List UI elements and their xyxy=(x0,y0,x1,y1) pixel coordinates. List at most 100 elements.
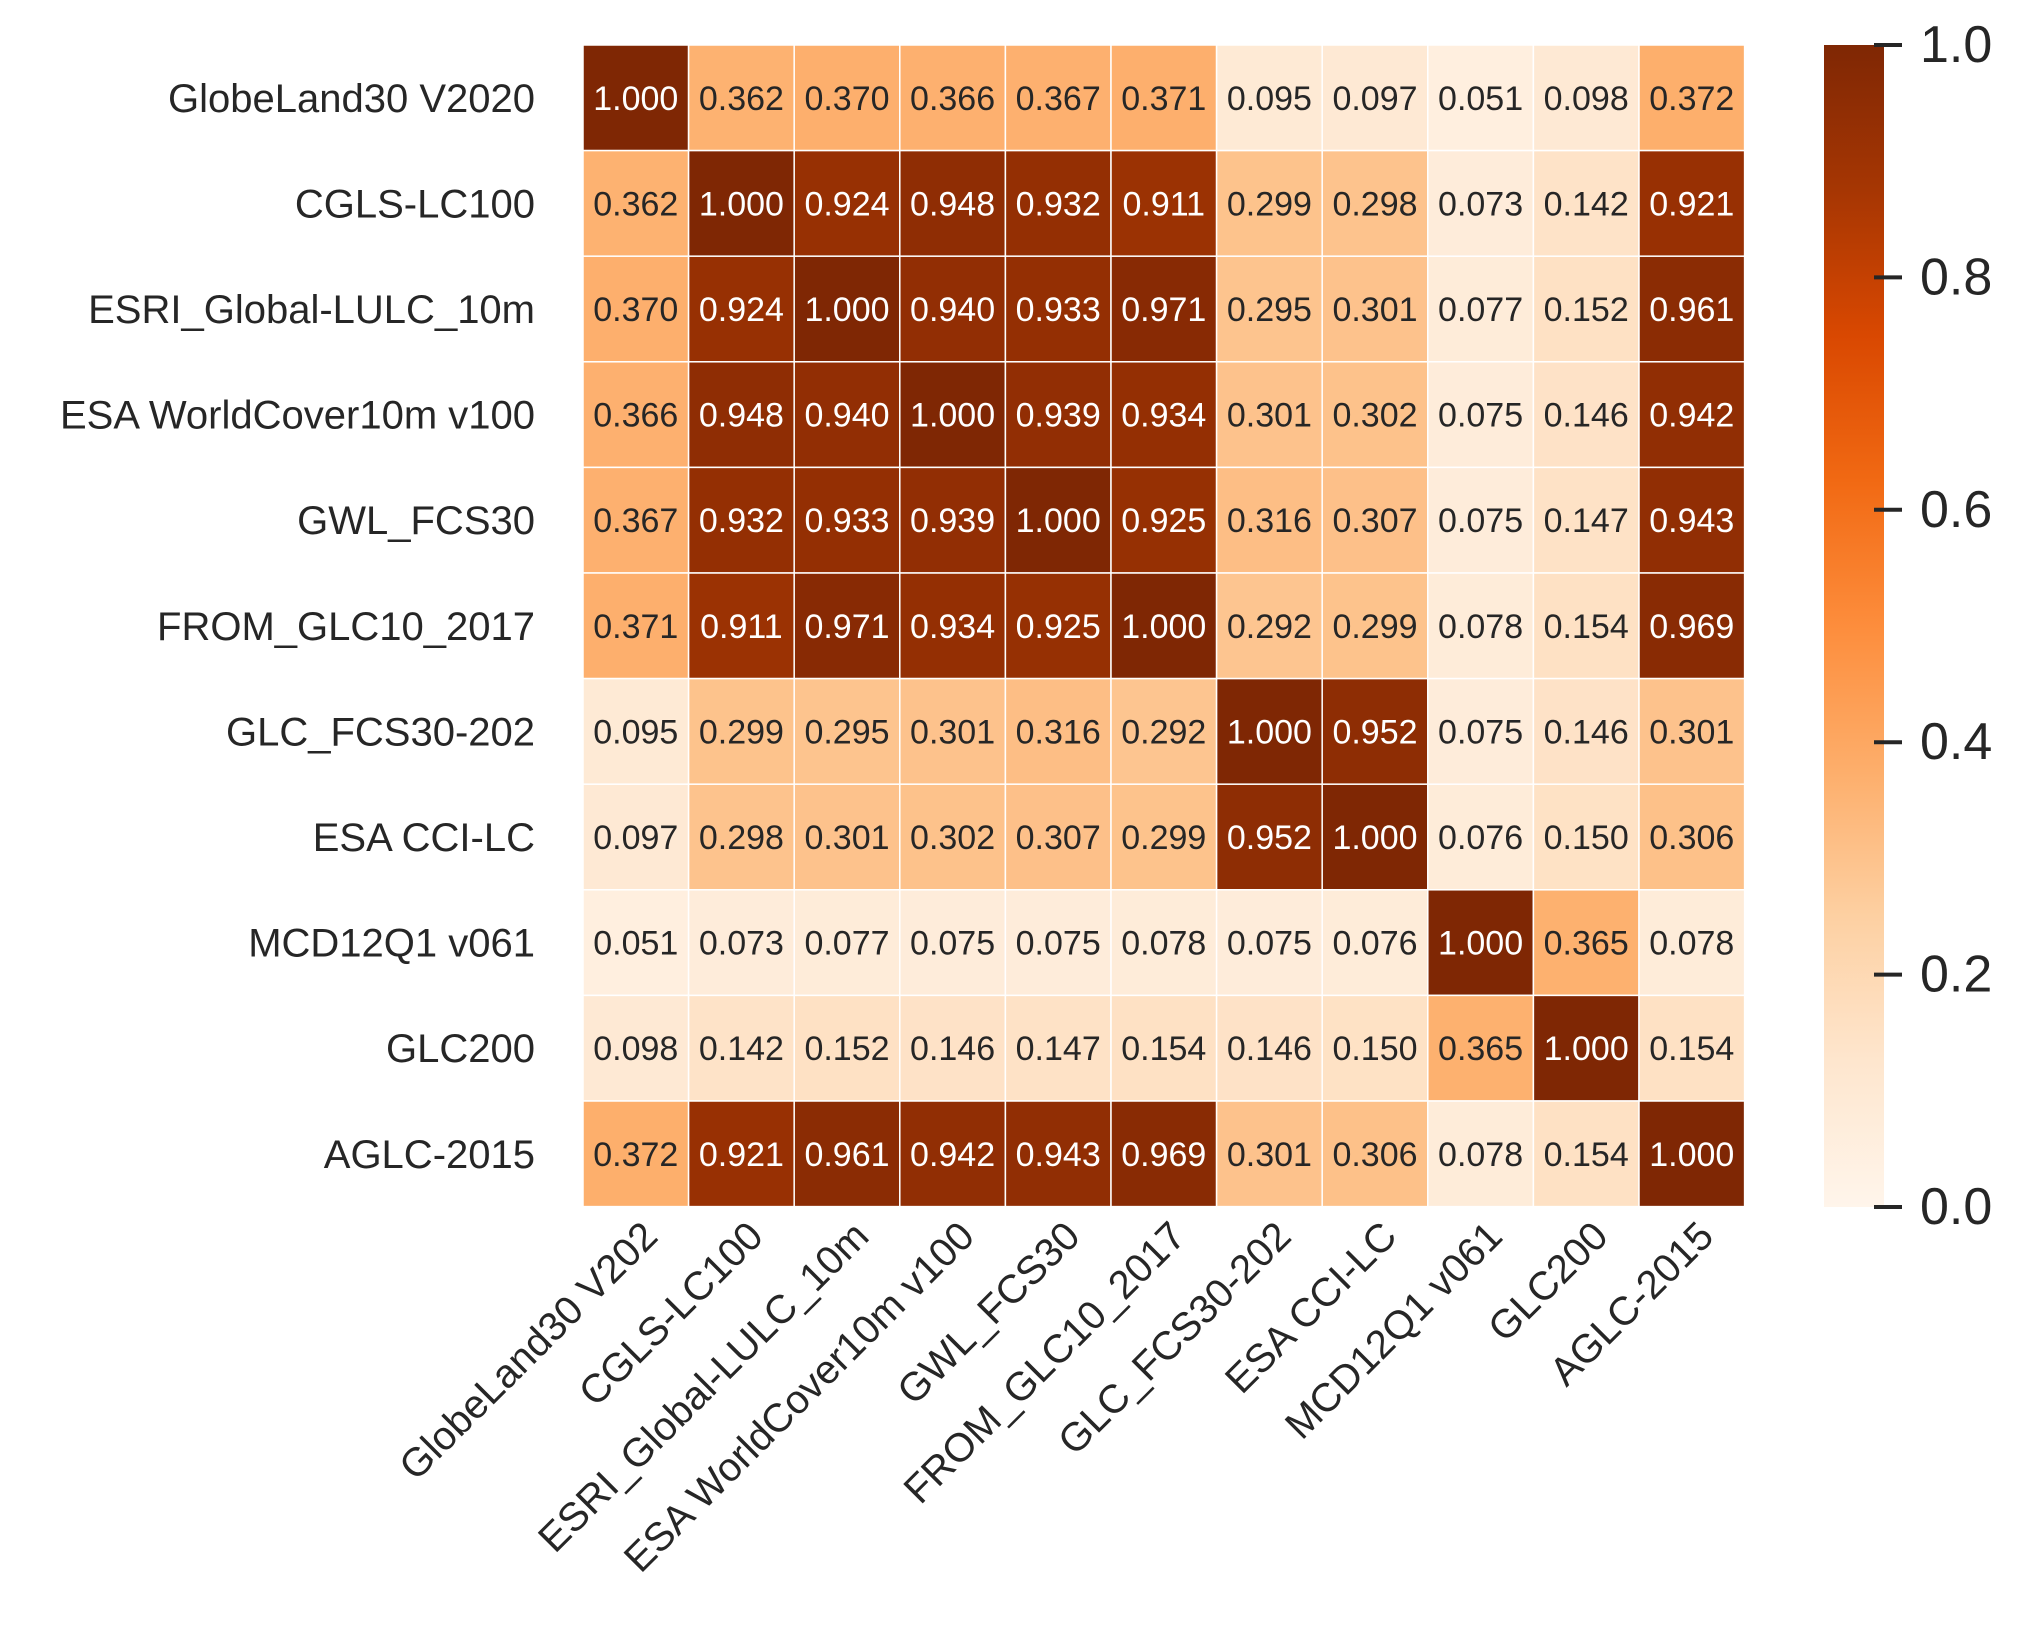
heatmap-value-label: 0.939 xyxy=(910,502,995,540)
heatmap-value-label: 0.142 xyxy=(1544,185,1629,223)
heatmap-value-label: 1.000 xyxy=(593,80,678,118)
y-tick-label: CGLS-LC100 xyxy=(295,182,535,226)
colorbar-tick-label: 0.4 xyxy=(1920,713,1992,771)
heatmap-cell xyxy=(1532,466,1640,574)
heatmap-cell xyxy=(1638,44,1746,152)
y-tick-label: FROM_GLC10_2017 xyxy=(157,605,535,649)
heatmap-cell xyxy=(1532,889,1640,997)
colorbar-tick-label: 0.8 xyxy=(1920,248,1992,306)
heatmap-cell xyxy=(582,889,690,997)
heatmap-cell xyxy=(1004,783,1112,891)
heatmap-value-label: 0.146 xyxy=(910,1030,995,1068)
heatmap-value-label: 0.362 xyxy=(699,80,784,118)
heatmap-value-label: 0.051 xyxy=(1438,80,1523,118)
heatmap-value-label: 0.316 xyxy=(1016,713,1101,751)
heatmap-value-label: 0.301 xyxy=(1332,291,1417,329)
heatmap-value-label: 1.000 xyxy=(1332,819,1417,857)
heatmap-cell xyxy=(899,44,1007,152)
heatmap-cell xyxy=(1427,572,1535,680)
heatmap-cell xyxy=(1638,149,1746,257)
heatmap-value-label: 0.940 xyxy=(910,291,995,329)
heatmap-value-label: 1.000 xyxy=(1438,925,1523,963)
heatmap-cell xyxy=(1638,466,1746,574)
heatmap-cell xyxy=(899,572,1007,680)
heatmap-cell xyxy=(1532,149,1640,257)
heatmap-cell xyxy=(1427,361,1535,469)
heatmap-value-label: 0.152 xyxy=(804,1030,889,1068)
heatmap-value-label: 0.078 xyxy=(1438,608,1523,646)
heatmap-cell xyxy=(1215,361,1323,469)
heatmap-value-label: 0.925 xyxy=(1016,608,1101,646)
heatmap-value-label: 0.292 xyxy=(1227,608,1312,646)
heatmap-value-label: 0.075 xyxy=(1438,397,1523,435)
heatmap-cell xyxy=(1427,149,1535,257)
heatmap-cell xyxy=(1638,572,1746,680)
y-tick-label: ESA WorldCover10m v100 xyxy=(60,394,535,438)
heatmap-value-label: 0.073 xyxy=(1438,185,1523,223)
heatmap-value-label: 0.911 xyxy=(700,608,783,646)
heatmap-value-label: 1.000 xyxy=(1649,1136,1734,1174)
heatmap-cell xyxy=(1321,1100,1429,1208)
heatmap-cell xyxy=(1004,1100,1112,1208)
heatmap-cell xyxy=(582,1100,690,1208)
heatmap-value-label: 1.000 xyxy=(1227,713,1312,751)
heatmap-value-label: 0.299 xyxy=(1227,185,1312,223)
heatmap-cell xyxy=(1427,889,1535,997)
heatmap-cell xyxy=(1110,255,1218,363)
y-tick-label: GWL_FCS30 xyxy=(297,499,535,543)
heatmap-cell xyxy=(582,572,690,680)
heatmap-value-label: 0.095 xyxy=(1227,80,1312,118)
colorbar-tick-label: 1.0 xyxy=(1920,16,1992,74)
heatmap-value-label: 0.372 xyxy=(593,1136,678,1174)
heatmap-cell xyxy=(1110,1100,1218,1208)
heatmap-cell xyxy=(1110,783,1218,891)
heatmap-value-label: 0.152 xyxy=(1544,291,1629,329)
heatmap-value-label: 0.301 xyxy=(804,819,889,857)
heatmap-cell xyxy=(1110,361,1218,469)
heatmap-value-label: 0.075 xyxy=(1016,925,1101,963)
heatmap-cell xyxy=(1532,1100,1640,1208)
heatmap-value-label: 0.372 xyxy=(1649,80,1734,118)
heatmap-cell xyxy=(1004,255,1112,363)
heatmap-value-label: 0.075 xyxy=(910,925,995,963)
heatmap-cell xyxy=(793,677,901,785)
heatmap-cell xyxy=(687,1100,795,1208)
heatmap-value-label: 0.097 xyxy=(593,819,678,857)
heatmap-cell xyxy=(1004,994,1112,1102)
heatmap-value-label: 0.073 xyxy=(699,925,784,963)
heatmap-cell xyxy=(582,994,690,1102)
heatmap-cell xyxy=(1427,466,1535,574)
heatmap-value-label: 0.925 xyxy=(1121,502,1206,540)
heatmap-cell xyxy=(1110,149,1218,257)
y-tick-label: MCD12Q1 v061 xyxy=(248,922,535,966)
heatmap-cell xyxy=(899,994,1007,1102)
heatmap-value-label: 0.307 xyxy=(1016,819,1101,857)
heatmap-value-label: 0.932 xyxy=(1016,185,1101,223)
heatmap-cell xyxy=(793,889,901,997)
heatmap-value-label: 0.971 xyxy=(804,608,889,646)
heatmap-cell xyxy=(1638,677,1746,785)
colorbar-tick-label: 0.0 xyxy=(1920,1178,1992,1236)
heatmap-cells xyxy=(582,44,1746,1208)
heatmap-value-label: 0.307 xyxy=(1332,502,1417,540)
heatmap-value-label: 0.150 xyxy=(1332,1030,1417,1068)
heatmap-value-label: 0.943 xyxy=(1016,1136,1101,1174)
heatmap-value-label: 0.365 xyxy=(1438,1030,1523,1068)
heatmap-value-label: 0.924 xyxy=(804,185,889,223)
y-tick-label: AGLC-2015 xyxy=(324,1133,535,1177)
colorbar-tick-label: 0.2 xyxy=(1920,946,1992,1004)
heatmap-value-label: 0.075 xyxy=(1438,713,1523,751)
heatmap-value-label: 0.295 xyxy=(804,713,889,751)
heatmap-cell xyxy=(1215,149,1323,257)
heatmap-cell xyxy=(793,44,901,152)
heatmap-value-label: 0.933 xyxy=(804,502,889,540)
heatmap-cell xyxy=(582,44,690,152)
heatmap-value-label: 0.146 xyxy=(1544,397,1629,435)
heatmap-value-label: 0.370 xyxy=(804,80,889,118)
heatmap-cell xyxy=(1215,255,1323,363)
heatmap-cell xyxy=(899,889,1007,997)
heatmap-cell xyxy=(1638,889,1746,997)
heatmap-cell xyxy=(1638,361,1746,469)
heatmap-value-label: 0.098 xyxy=(593,1030,678,1068)
